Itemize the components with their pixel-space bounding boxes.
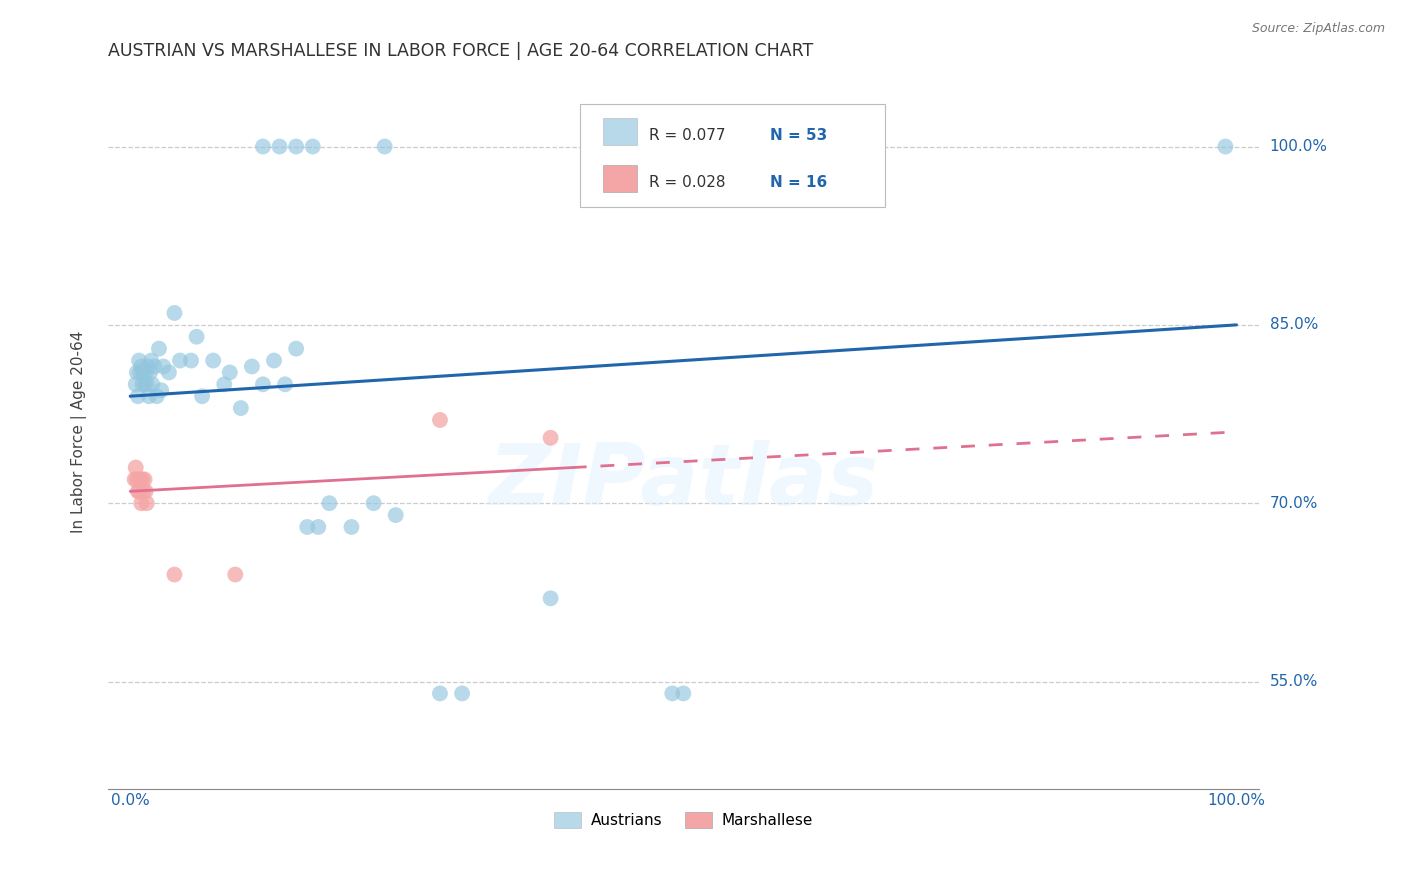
Point: [139, 366, 162, 380]
Point: [451, 686, 474, 700]
Point: [143, 359, 166, 374]
Text: 55.0%: 55.0%: [1270, 674, 1317, 689]
Point: [307, 520, 329, 534]
FancyBboxPatch shape: [579, 103, 884, 207]
Point: [429, 686, 451, 700]
Y-axis label: In Labor Force | Age 20-64: In Labor Force | Age 20-64: [72, 331, 87, 533]
Text: R = 0.028: R = 0.028: [648, 175, 725, 190]
Point: [363, 496, 385, 510]
Point: [224, 567, 246, 582]
Point: [150, 384, 173, 398]
Point: [135, 377, 157, 392]
Text: 85.0%: 85.0%: [1270, 318, 1317, 333]
Point: [145, 389, 167, 403]
Point: [129, 496, 152, 510]
Point: [212, 377, 235, 392]
Point: [132, 366, 155, 380]
Text: 100.0%: 100.0%: [1270, 139, 1327, 154]
Point: [138, 389, 160, 403]
Point: [148, 342, 170, 356]
Point: [134, 472, 156, 486]
Point: [540, 591, 562, 606]
Point: [169, 353, 191, 368]
Point: [127, 484, 149, 499]
Point: [132, 484, 155, 499]
Point: [157, 366, 180, 380]
Point: [252, 139, 274, 153]
Point: [131, 377, 153, 392]
Point: [163, 567, 186, 582]
Point: [295, 520, 318, 534]
Point: [274, 377, 297, 392]
Point: [129, 359, 152, 374]
Point: [218, 366, 240, 380]
Point: [135, 484, 157, 499]
Point: [384, 508, 406, 522]
Point: [125, 377, 148, 392]
Point: [229, 401, 252, 415]
Text: ZIPatlas: ZIPatlas: [488, 441, 879, 524]
Point: [135, 366, 157, 380]
FancyBboxPatch shape: [603, 165, 637, 192]
Point: [125, 472, 148, 486]
Point: [269, 139, 291, 153]
Point: [129, 472, 152, 486]
Point: [180, 353, 202, 368]
Point: [263, 353, 285, 368]
Point: [152, 359, 174, 374]
Text: N = 16: N = 16: [769, 175, 827, 190]
Point: [134, 377, 156, 392]
Point: [340, 520, 363, 534]
Text: AUSTRIAN VS MARSHALLESE IN LABOR FORCE | AGE 20-64 CORRELATION CHART: AUSTRIAN VS MARSHALLESE IN LABOR FORCE |…: [108, 42, 813, 60]
Point: [374, 139, 396, 153]
Point: [129, 366, 152, 380]
Point: [127, 389, 149, 403]
Point: [429, 413, 451, 427]
Point: [135, 496, 157, 510]
Point: [672, 686, 695, 700]
Point: [141, 353, 163, 368]
Point: [128, 353, 150, 368]
Point: [285, 342, 308, 356]
FancyBboxPatch shape: [603, 119, 637, 145]
Point: [124, 472, 146, 486]
Point: [318, 496, 340, 510]
Point: [661, 686, 683, 700]
Point: [252, 377, 274, 392]
Point: [125, 366, 148, 380]
Legend: Austrians, Marshallese: Austrians, Marshallese: [547, 806, 820, 834]
Point: [240, 359, 263, 374]
Point: [128, 484, 150, 499]
Point: [131, 472, 153, 486]
Point: [202, 353, 225, 368]
Point: [301, 139, 323, 153]
Point: [191, 389, 214, 403]
Text: Source: ZipAtlas.com: Source: ZipAtlas.com: [1251, 22, 1385, 36]
Text: N = 53: N = 53: [769, 128, 827, 144]
Point: [125, 460, 148, 475]
Text: R = 0.077: R = 0.077: [648, 128, 725, 144]
Point: [163, 306, 186, 320]
Text: 70.0%: 70.0%: [1270, 496, 1317, 511]
Point: [141, 377, 163, 392]
Point: [540, 431, 562, 445]
Point: [186, 330, 208, 344]
Point: [285, 139, 308, 153]
Point: [136, 359, 159, 374]
Point: [1215, 139, 1237, 153]
